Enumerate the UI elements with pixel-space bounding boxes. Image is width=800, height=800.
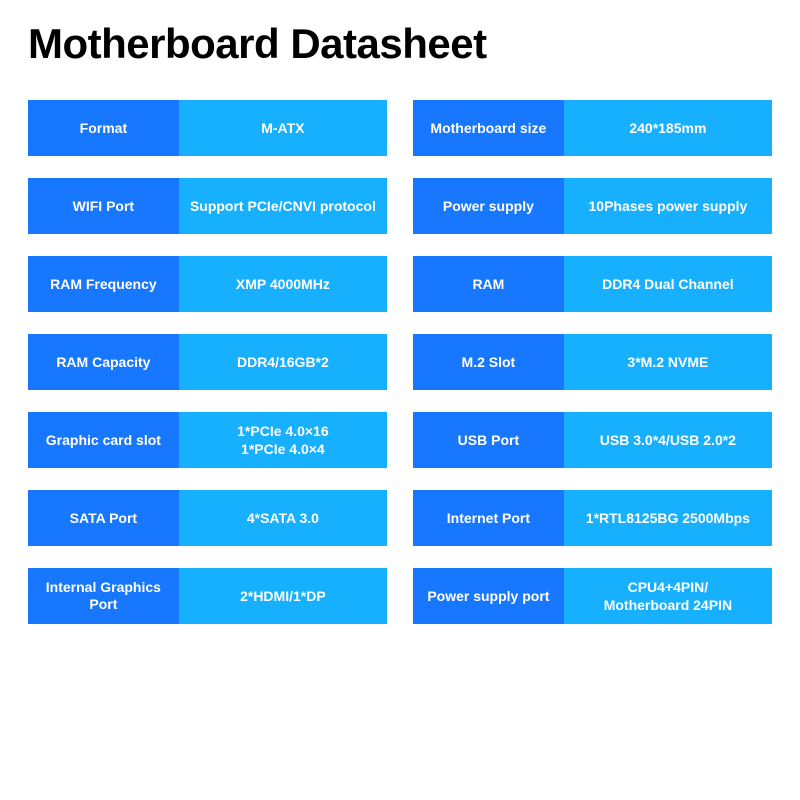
spec-row: Graphic card slot1*PCIe 4.0×16 1*PCIe 4.… (28, 412, 387, 468)
spec-row: Power supply portCPU4+4PIN/ Motherboard … (413, 568, 772, 624)
spec-value: 240*185mm (564, 100, 772, 156)
spec-label: Power supply port (413, 568, 564, 624)
spec-grid: FormatM-ATX Motherboard size240*185mm WIFI… (28, 100, 772, 624)
spec-label: RAM Frequency (28, 256, 179, 312)
spec-value: M-ATX (179, 100, 387, 156)
spec-value: 1*RTL8125BG 2500Mbps (564, 490, 772, 546)
spec-label: Format (28, 100, 179, 156)
spec-row: FormatM-ATX (28, 100, 387, 156)
spec-value: 2*HDMI/1*DP (179, 568, 387, 624)
spec-row: RAMDDR4 Dual Channel (413, 256, 772, 312)
spec-label: RAM (413, 256, 564, 312)
spec-value: USB 3.0*4/USB 2.0*2 (564, 412, 772, 468)
spec-row: SATA Port4*SATA 3.0 (28, 490, 387, 546)
spec-row: Internal Graphics Port2*HDMI/1*DP (28, 568, 387, 624)
spec-row: WIFI PortSupport PCIe/CNVI protocol (28, 178, 387, 234)
spec-label: Power supply (413, 178, 564, 234)
spec-value: CPU4+4PIN/ Motherboard 24PIN (564, 568, 772, 624)
spec-label: Internet Port (413, 490, 564, 546)
spec-value: Support PCIe/CNVI protocol (179, 178, 387, 234)
spec-row: Power supply10Phases power supply (413, 178, 772, 234)
spec-label: WIFI Port (28, 178, 179, 234)
spec-row: USB PortUSB 3.0*4/USB 2.0*2 (413, 412, 772, 468)
spec-value: XMP 4000MHz (179, 256, 387, 312)
spec-value: DDR4/16GB*2 (179, 334, 387, 390)
spec-label: SATA Port (28, 490, 179, 546)
spec-label: Internal Graphics Port (28, 568, 179, 624)
spec-value: 4*SATA 3.0 (179, 490, 387, 546)
spec-value: 3*M.2 NVME (564, 334, 772, 390)
spec-label: Graphic card slot (28, 412, 179, 468)
spec-label: M.2 Slot (413, 334, 564, 390)
spec-row: RAM CapacityDDR4/16GB*2 (28, 334, 387, 390)
spec-row: Motherboard size240*185mm (413, 100, 772, 156)
spec-label: RAM Capacity (28, 334, 179, 390)
spec-value: DDR4 Dual Channel (564, 256, 772, 312)
spec-label: Motherboard size (413, 100, 564, 156)
spec-row: M.2 Slot3*M.2 NVME (413, 334, 772, 390)
page-title: Motherboard Datasheet (28, 20, 772, 68)
spec-value: 10Phases power supply (564, 178, 772, 234)
spec-row: RAM FrequencyXMP 4000MHz (28, 256, 387, 312)
spec-label: USB Port (413, 412, 564, 468)
spec-value: 1*PCIe 4.0×16 1*PCIe 4.0×4 (179, 412, 387, 468)
spec-row: Internet Port1*RTL8125BG 2500Mbps (413, 490, 772, 546)
